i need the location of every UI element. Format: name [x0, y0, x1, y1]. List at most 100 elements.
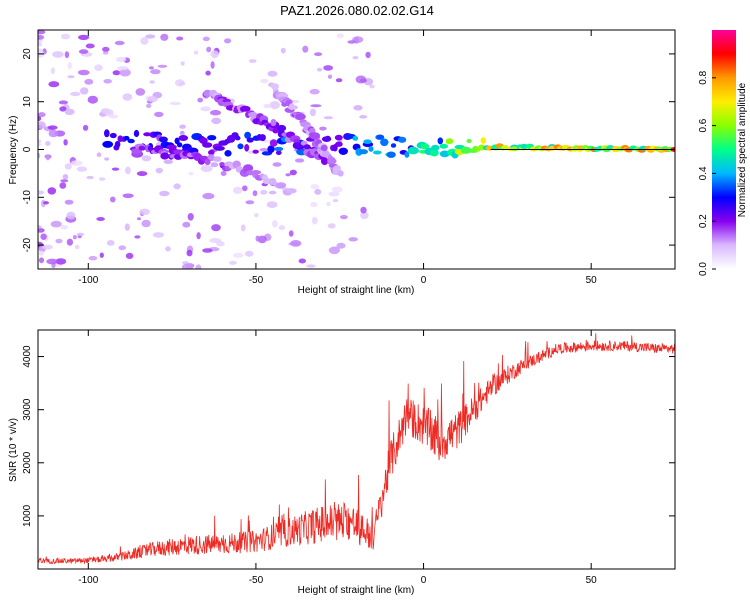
- heatmap-trace-cell: [363, 139, 372, 144]
- heatmap-noise-cell: [202, 248, 213, 253]
- heatmap-trace-cell: [244, 144, 250, 152]
- heatmap-noise-cell: [104, 157, 110, 161]
- heatmap-noise-cell: [302, 45, 309, 53]
- heatmap-trace-cell: [325, 135, 331, 141]
- heatmap-noise-cell: [140, 37, 149, 45]
- heatmap-trace-cell: [213, 156, 222, 162]
- heatmap-noise-cell: [260, 78, 269, 84]
- heatmap-trace-cell: [431, 144, 440, 151]
- heatmap-noise-cell: [99, 252, 104, 258]
- heatmap-noise-cell: [98, 177, 106, 181]
- heatmap-noise-cell: [76, 232, 85, 236]
- heatmap-trace-cell: [246, 137, 254, 143]
- heatmap-noise-cell: [116, 56, 127, 63]
- heatmap-trace-cell: [127, 138, 135, 144]
- heatmap-noise-cell: [323, 116, 334, 120]
- heatmap-noise-cell: [102, 46, 110, 53]
- heatmap-noise-cell: [211, 117, 222, 125]
- heatmap-noise-cell: [66, 211, 76, 220]
- heatmap-noise-cell: [38, 228, 45, 233]
- heatmap-noise-cell: [196, 232, 201, 240]
- heatmap-trace-cell: [501, 145, 510, 151]
- heatmap-trace-cell: [338, 147, 348, 155]
- heatmap-noise-cell: [134, 235, 141, 239]
- heatmap-noise-cell: [348, 237, 359, 242]
- heatmap-noise-cell: [278, 225, 286, 231]
- x-tick-label: 50: [586, 275, 598, 286]
- y-tick-label: 20: [22, 48, 33, 60]
- heatmap-noise-cell: [96, 152, 102, 157]
- heatmap-noise-cell: [96, 217, 105, 221]
- heatmap-trace-cell: [104, 129, 110, 138]
- heatmap-noise-cell: [288, 230, 294, 237]
- heatmap-noise-cell: [165, 246, 171, 252]
- heatmap-noise-cell: [200, 165, 213, 172]
- heatmap-noise-cell: [340, 215, 348, 220]
- heatmap-trace-cell: [368, 146, 374, 152]
- y-tick-label: 10: [22, 96, 33, 108]
- heatmap-noise-cell: [50, 220, 62, 228]
- heatmap-noise-cell: [327, 223, 336, 229]
- heatmap-noise-cell: [38, 115, 42, 122]
- heatmap-noise-cell: [336, 242, 346, 249]
- heatmap-trace-cell: [274, 146, 284, 152]
- heatmap-noise-cell: [200, 106, 211, 112]
- heatmap-noise-cell: [50, 67, 55, 75]
- heatmap-trace-cell: [295, 144, 305, 150]
- heatmap-noise-cell: [60, 179, 69, 183]
- heatmap-noise-cell: [150, 69, 161, 75]
- heatmap-noise-cell: [369, 84, 375, 89]
- heatmap-noise-cell: [155, 167, 163, 174]
- heatmap-noise-cell: [331, 186, 343, 193]
- heatmap-trace-cell: [114, 140, 121, 148]
- colorbar-tick-label: 0.0: [698, 262, 709, 276]
- heatmap-noise-cell: [310, 184, 320, 190]
- heatmap-noise-cell: [38, 152, 41, 159]
- heatmap-noise-cell: [169, 101, 181, 106]
- heatmap-trace-cell: [267, 145, 275, 153]
- snr-ticks: -100 -50 0 50 1000 2000 3000 4000: [22, 330, 675, 586]
- y-tick-label: 3000: [22, 398, 33, 421]
- heatmap-trace-cell: [202, 142, 213, 148]
- heatmap-noise-cell: [328, 191, 340, 197]
- y-tick-label: 2000: [22, 451, 33, 474]
- colorbar-label: Normalized spectral amplitude: [737, 82, 748, 217]
- heatmap-noise-cell: [136, 171, 148, 177]
- colorbar-ticks: 0.0 0.2 0.4 0.6 0.8: [698, 70, 716, 276]
- y-tick-label: 4000: [22, 345, 33, 368]
- heatmap-noise-cell: [78, 49, 89, 54]
- heatmap-trace-cell: [123, 135, 130, 141]
- heatmap-noise-cell: [266, 201, 278, 209]
- heatmap-noise-cell: [74, 244, 80, 250]
- heatmap-noise-cell: [87, 95, 99, 104]
- heatmap-noise-cell: [254, 213, 259, 218]
- heatmap-trace-cell: [207, 135, 217, 141]
- heatmap-noise-cell: [48, 129, 59, 138]
- heatmap-noise-cell: [45, 141, 51, 146]
- colorbar-tick-label: 0.8: [698, 70, 709, 84]
- heatmap-noise-cell: [290, 240, 302, 247]
- heatmap-noise-cell: [38, 139, 42, 143]
- heatmap-noise-cell: [117, 66, 129, 71]
- heatmap-noise-cell: [263, 104, 272, 109]
- heatmap-noise-cell: [55, 258, 67, 265]
- heatmap-noise-cell: [285, 173, 291, 177]
- heatmap-trace-cell: [207, 154, 215, 161]
- heatmap-trace-cell: [334, 134, 343, 141]
- heatmap-noise-cell: [268, 190, 277, 195]
- heatmap-trace-cell: [352, 135, 359, 141]
- heatmap-trace-cell: [208, 149, 215, 156]
- heatmap-trace-cell: [160, 152, 170, 160]
- heatmap-noise-cell: [114, 40, 125, 46]
- x-tick-label: -100: [78, 275, 98, 286]
- heatmap-trace-cell: [244, 131, 252, 139]
- heatmap-noise-cell: [206, 46, 212, 53]
- heatmap-trace-cell: [102, 140, 114, 148]
- heatmap-noise-cell: [70, 91, 81, 97]
- x-tick-label: -50: [249, 575, 264, 586]
- heatmap-trace-cell: [320, 157, 329, 166]
- heatmap-noise-cell: [38, 250, 44, 256]
- heatmap-noise-cell: [38, 225, 42, 229]
- heatmap-noise-cell: [42, 244, 53, 250]
